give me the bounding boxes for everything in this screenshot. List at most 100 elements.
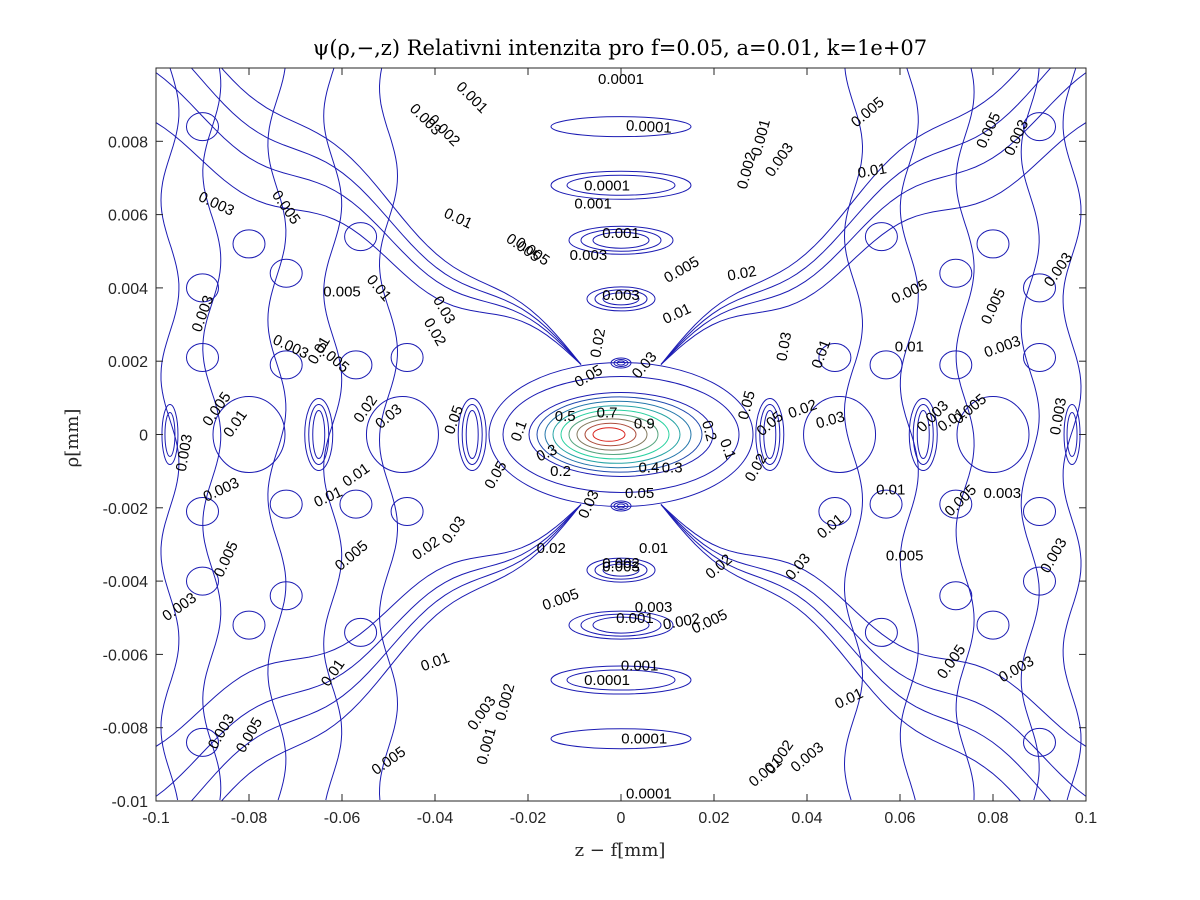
- chart-title: ψ(ρ,−,z) Relativni intenzita pro f=0.05,…: [313, 36, 927, 60]
- contour-line: [566, 669, 676, 691]
- contour-line: [568, 225, 674, 255]
- contour-line: [976, 229, 1010, 259]
- contour-line: [220, 68, 582, 365]
- contour-line: [160, 68, 180, 801]
- contour-line: [616, 360, 626, 366]
- x-tick-label: -0.06: [324, 810, 361, 827]
- contour-line: [592, 616, 650, 634]
- contour-level-label: 0.003: [602, 287, 640, 304]
- x-tick-label: -0.02: [510, 810, 547, 827]
- contour-line: [568, 610, 674, 640]
- contour-level-label: 0.001: [602, 225, 640, 242]
- contour-level-label: 0.001: [616, 610, 654, 627]
- contour-line: [594, 289, 648, 309]
- focal-spot-contour: [584, 422, 637, 447]
- contour-level-label: 0.9: [634, 416, 655, 433]
- y-tick-label: 0.006: [108, 208, 148, 225]
- contour-line: [1020, 68, 1040, 801]
- contour-line: [304, 398, 334, 471]
- contour-line: [594, 560, 648, 580]
- contour-line: [488, 362, 754, 507]
- contour-line: [232, 229, 266, 259]
- contour-level-label: 0.03: [773, 331, 795, 363]
- contour-level-label: 0.0001: [584, 672, 630, 689]
- contour-level-label: 0.02: [587, 327, 609, 359]
- contour-level-label: 0.005: [323, 284, 361, 301]
- x-tick-label: 0.06: [884, 810, 915, 827]
- x-tick-label: 0: [617, 810, 626, 827]
- y-tick-label: -0.008: [103, 721, 148, 738]
- contour-level-label: 0.01: [895, 339, 924, 356]
- focal-spot-contour: [544, 400, 692, 469]
- contour-line: [267, 68, 287, 801]
- plot-area: [156, 68, 1086, 801]
- x-tick-label: 0.04: [791, 810, 822, 827]
- contour-line: [550, 116, 692, 138]
- contour-line: [156, 72, 582, 365]
- contour-line: [803, 396, 877, 473]
- contour-level-label: 0.5: [555, 408, 576, 425]
- contour-level-label: 0.0001: [621, 731, 667, 748]
- contour-line: [156, 504, 582, 747]
- contour-level-label: 0.003: [1047, 396, 1070, 436]
- contour-level-label: 0.0001: [584, 177, 630, 194]
- x-tick-label: 0.02: [698, 810, 729, 827]
- contour-line: [186, 112, 219, 142]
- contour-line: [586, 286, 656, 312]
- contour-line: [344, 617, 378, 647]
- x-tick-label: -0.08: [231, 810, 268, 827]
- contour-line: [955, 68, 975, 801]
- contour-line: [759, 404, 781, 465]
- contour-line: [461, 404, 483, 465]
- contour-level-label: 0.01: [856, 160, 888, 182]
- y-tick-label: -0.004: [103, 574, 148, 591]
- contour-level-label: 0.003: [984, 485, 1022, 502]
- contour-line: [763, 410, 777, 459]
- contour-line: [976, 610, 1010, 640]
- contour-line: [586, 557, 656, 583]
- contour-line: [869, 489, 903, 519]
- contour-line: [939, 258, 973, 288]
- contour-line: [610, 500, 632, 512]
- contour-line: [660, 68, 1052, 365]
- contour-level-label: 0.2: [698, 419, 720, 444]
- contour-line: [339, 489, 373, 519]
- contour-level-label: 0.002: [602, 555, 640, 572]
- x-tick-label: 0.1: [1075, 810, 1097, 827]
- contour-line: [613, 501, 629, 510]
- contour-line: [660, 504, 1052, 801]
- focal-spot-contour: [568, 414, 659, 455]
- contour-level-label: 0.003: [602, 558, 640, 575]
- contour-line: [232, 610, 266, 640]
- contour-line: [390, 343, 424, 373]
- contour-line: [956, 396, 1030, 473]
- contour-line: [660, 68, 1022, 365]
- contour-line: [864, 617, 898, 647]
- contour-line: [843, 68, 864, 801]
- contour-line: [610, 357, 632, 369]
- contour-level-label: 0.1: [716, 437, 739, 462]
- contour-line: [912, 404, 934, 465]
- focal-spot-contour: [592, 427, 626, 442]
- contour-line: [1023, 496, 1056, 526]
- contour-level-label: 0.003: [173, 433, 196, 473]
- contour-line: [602, 292, 640, 306]
- contour-level-label: 0.001: [574, 196, 612, 213]
- contour-level-label: 0.02: [726, 263, 758, 285]
- contour-line: [580, 228, 662, 252]
- contour-line: [269, 350, 303, 380]
- x-axis-label: z − f[mm]: [575, 840, 666, 861]
- contour-line: [1023, 112, 1056, 142]
- contour-level-label: 0.05: [625, 485, 654, 502]
- contour-level-label: 0.01: [876, 481, 905, 498]
- contour-line: [186, 273, 219, 303]
- contour-line: [212, 396, 286, 473]
- contour-level-label: 0.03: [814, 408, 847, 432]
- y-tick-label: 0: [139, 428, 148, 445]
- contour-line: [550, 170, 692, 200]
- contour-line: [186, 566, 219, 596]
- contour-line: [312, 410, 326, 459]
- contour-level-label: 0.01: [639, 540, 668, 557]
- contour-level-label: 0.05: [735, 389, 759, 422]
- contour-level-label: 0.4: [638, 459, 659, 476]
